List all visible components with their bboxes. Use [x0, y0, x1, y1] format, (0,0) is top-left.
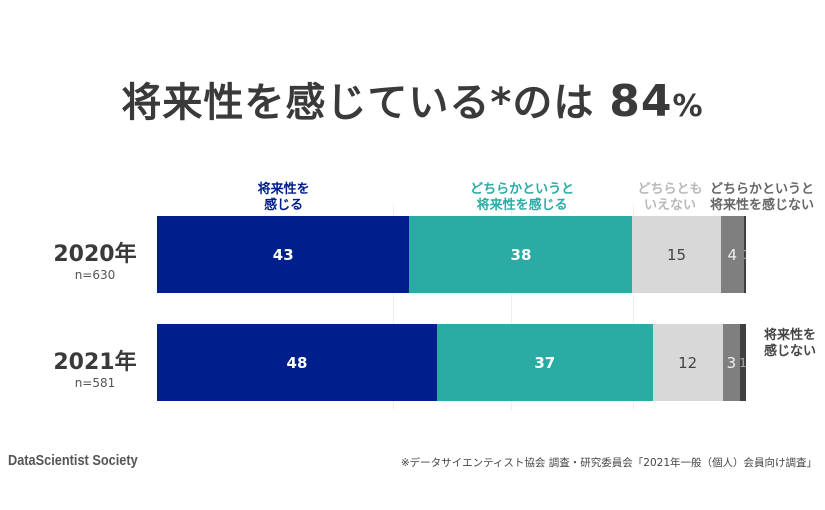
title-text: 将来性を感じている*のは	[121, 80, 595, 126]
legend-line: 将来性を	[257, 182, 310, 197]
legend-line: 将来性を感じない	[709, 198, 815, 213]
legend-label: 将来性を 感じない	[764, 328, 816, 360]
sample-size: n=581	[74, 376, 116, 390]
legend-line: 将来性を感じる	[476, 198, 568, 213]
gridline	[393, 205, 394, 410]
legend-line: 将来性を	[763, 328, 817, 343]
legend-line: どちらかというと	[470, 182, 575, 197]
headline-number: 84	[609, 76, 673, 127]
bar-segment: 3	[722, 324, 741, 401]
legend-label: どちらかというと 将来性を感じない	[710, 182, 814, 214]
year-label: 2021年	[53, 350, 137, 375]
brand-logo: DataScientist Society	[8, 452, 138, 469]
headline-unit: %	[672, 89, 704, 124]
headline-value: 84%	[609, 76, 703, 127]
bar-segment: 37	[436, 324, 653, 401]
gridline	[511, 205, 512, 410]
legend-label: 将来性を 感じる	[258, 182, 310, 214]
bar-segment: 4	[720, 216, 744, 293]
chart-title: 将来性を感じている*のは 84%	[0, 70, 825, 128]
legend-label: どちらかというと 将来性を感じる	[470, 182, 574, 214]
legend-line: 感じる	[264, 198, 304, 213]
bar-row: 43381540	[157, 216, 746, 293]
legend-label: どちらとも いえない	[637, 182, 702, 214]
sample-size: n=630	[74, 268, 116, 282]
bar-segment: 43	[157, 216, 410, 293]
bar-segment: 38	[409, 216, 633, 293]
bar-segment: 48	[157, 324, 437, 401]
bar-segment: 1	[740, 324, 746, 401]
bar-row: 48 37 12 3 1	[157, 324, 746, 401]
year-label: 2020年	[53, 242, 137, 267]
legend-line: 感じない	[763, 344, 817, 359]
source-note: ※データサイエンティスト協会 調査・研究委員会「2021年一般（個人）会員向け調…	[400, 457, 817, 469]
gridline	[633, 205, 634, 410]
bar-segment: 12	[652, 324, 723, 401]
bar-segment: 15	[632, 216, 721, 293]
legend-line: どちらかというと	[709, 182, 815, 197]
bar-segment: 0	[744, 216, 746, 293]
legend-line: どちらとも	[637, 182, 703, 197]
legend-line: いえない	[643, 198, 697, 213]
